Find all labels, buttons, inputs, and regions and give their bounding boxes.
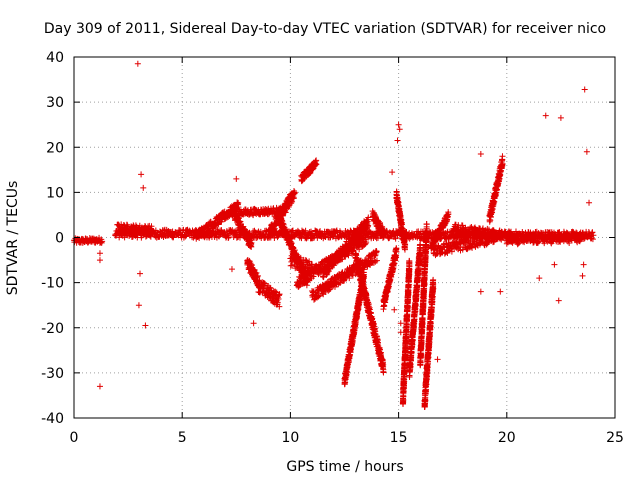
data-point: [589, 229, 596, 236]
data-point: [302, 227, 309, 234]
data-series-sdtvar: [71, 60, 597, 411]
data-point: [329, 233, 336, 240]
data-point: [392, 235, 399, 242]
data-point: [380, 369, 387, 376]
data-point: [148, 229, 155, 236]
data-point: [588, 235, 595, 242]
data-point: [118, 221, 125, 228]
chart-title: Day 309 of 2011, Sidereal Day-to-day VTE…: [44, 21, 606, 37]
data-point: [99, 238, 106, 245]
data-point: [148, 228, 155, 235]
data-point: [225, 213, 232, 220]
data-point: [182, 233, 189, 240]
data-point: [590, 232, 597, 239]
data-point: [366, 228, 373, 235]
